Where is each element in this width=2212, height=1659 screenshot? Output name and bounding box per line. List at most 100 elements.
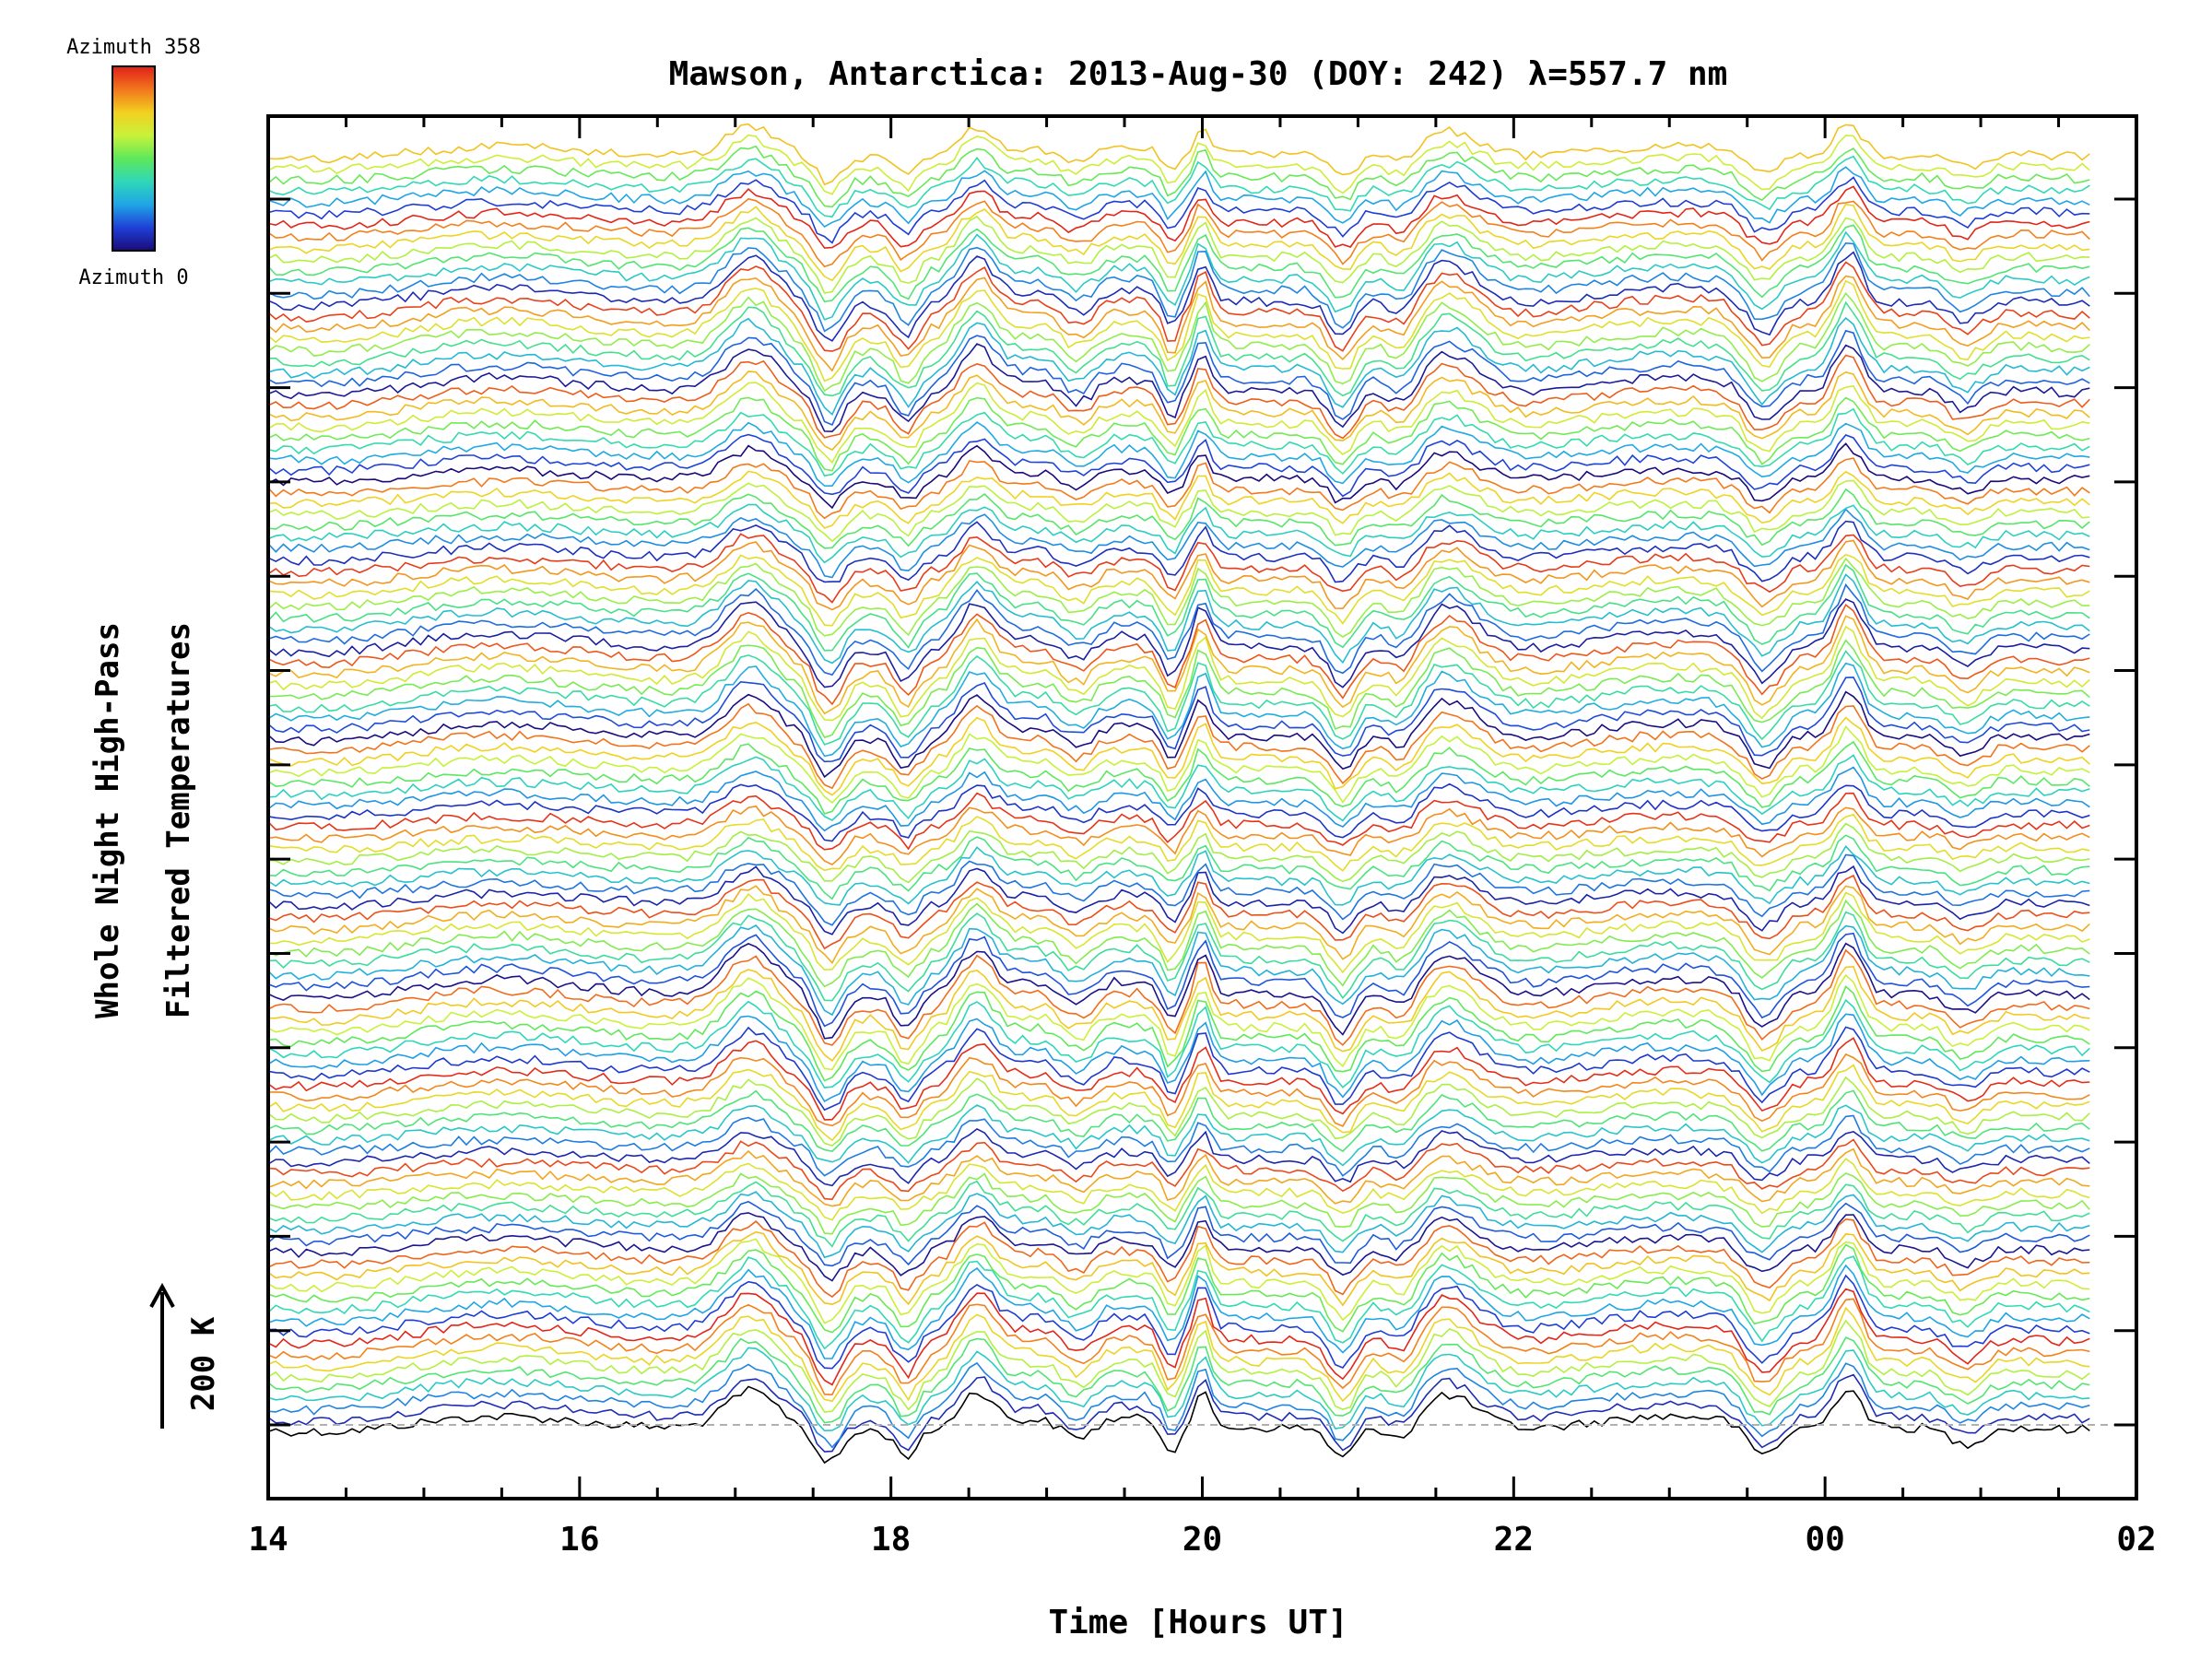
series-line [267,724,2090,804]
series-line [267,433,2090,498]
series-line [267,754,2090,822]
chart-title: Mawson, Antarctica: 2013-Aug-30 (DOY: 24… [669,55,1728,93]
series-line [267,407,2090,477]
series-line [267,166,2090,229]
series-line [267,1147,2090,1207]
series-line [267,457,2090,520]
series-line [267,899,2090,988]
series-line [267,155,2090,218]
series-line [267,853,2090,926]
x-axis-label: Time [Hours UT] [1048,1604,1347,1641]
series-line [267,176,2090,244]
series-line [267,1385,2090,1465]
series-line [267,1053,2090,1127]
series-line [267,813,2090,872]
series-line [267,650,2090,746]
series-line [267,1104,2090,1167]
series-line [267,805,2090,866]
series-line [267,316,2090,417]
series-line [267,300,2090,397]
scale-bar-label: 200 K [185,1316,222,1411]
series-line [267,230,2090,321]
series-line [267,625,2090,722]
series-line [267,488,2090,549]
series-line [267,1200,2090,1267]
series-line [267,197,2090,268]
series-line [267,371,2090,452]
series-line [267,1013,2090,1102]
series-line [267,1230,2090,1307]
series-line [267,241,2090,333]
series-line [267,1172,2090,1235]
colorbar-gradient [112,65,156,252]
series-line [267,1238,2090,1324]
series-line [267,834,2090,900]
series-line [267,844,2090,906]
series-line [267,215,2090,294]
series-line [267,508,2090,579]
series-line [267,716,2090,796]
series-line [267,740,2090,815]
series-line [267,479,2090,543]
series-line [267,998,2090,1088]
series-line [267,520,2090,583]
series-line [267,1138,2090,1201]
series-line [267,134,2090,195]
series-line [267,1319,2090,1413]
x-tick-label: 02 [2116,1521,2156,1559]
series-line [267,1212,2090,1282]
series-line [267,1373,2090,1453]
series-line [267,470,2090,529]
series-line [267,924,2090,1017]
series-line [267,1264,2090,1359]
colorbar: Azimuth 358 Azimuth 0 [66,36,201,289]
series-line [267,421,2090,488]
series-line [267,702,2090,790]
series-line [267,782,2090,842]
series-line [267,1114,2090,1177]
series-line [267,1336,2090,1424]
x-axis-ticks: 14 16 18 20 22 00 02 [248,116,2157,1559]
series-line [267,885,2090,965]
series-line [267,598,2090,688]
series-line [267,442,2090,510]
series-line [267,1243,2090,1334]
series-line [267,1306,2090,1403]
x-tick-label: 22 [1494,1521,1534,1559]
series-line [267,1288,2090,1386]
series-line [267,261,2090,352]
series-line [268,891,2090,974]
series-line [267,123,2090,186]
series-line [267,677,2090,763]
series-line [267,1361,2090,1449]
x-tick-label: 00 [1805,1521,1844,1559]
y-axis-label-line2: Filtered Temperatures [160,622,197,1018]
series-line [267,822,2090,884]
series-line [267,766,2090,832]
series-line [267,1180,2090,1248]
series-line [267,145,2090,208]
series-line [267,291,2090,393]
series-line [267,639,2090,739]
series-line [267,563,2090,652]
colorbar-min-label: Azimuth 0 [78,266,188,289]
x-tick-label: 16 [559,1521,599,1559]
series-line [267,279,2090,382]
series-line [267,874,2090,950]
scale-bar: 200 K [149,1282,222,1429]
series-line [267,1347,2090,1432]
series-line [267,203,2090,282]
series-line [267,224,2090,303]
series-line [267,948,2090,1046]
series-line [267,503,2090,564]
series-line [267,582,2090,677]
series-line [267,942,2090,1040]
series-line [267,690,2090,779]
series-line [267,553,2090,627]
series-line [267,1037,2090,1121]
x-tick-label: 20 [1182,1521,1222,1559]
series-line [267,1218,2090,1299]
series-line [267,603,2090,706]
series-line [267,1158,2090,1221]
